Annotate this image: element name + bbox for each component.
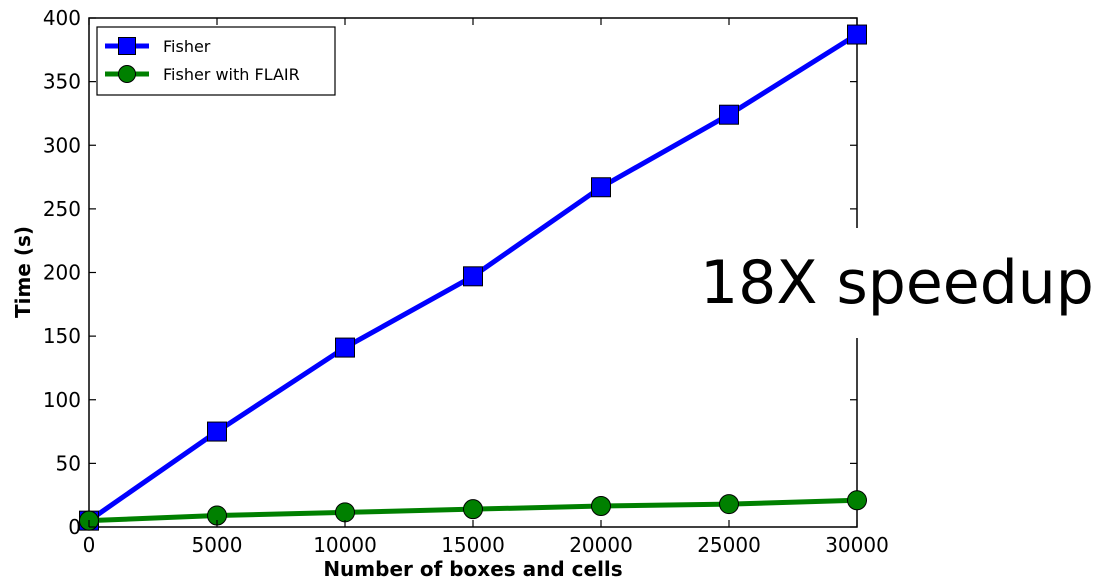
legend-marker	[118, 37, 136, 55]
legend-item: Fisher with FLAIR	[105, 65, 300, 84]
data-point	[847, 490, 867, 511]
x-tick-label: 0	[83, 533, 96, 557]
data-point	[463, 499, 483, 520]
data-point	[847, 24, 867, 45]
data-point	[335, 337, 355, 358]
legend-item: Fisher	[105, 37, 211, 56]
x-tick-label: 5000	[192, 533, 243, 557]
data-point	[463, 266, 483, 287]
y-tick-label: 250	[43, 197, 81, 221]
data-point	[719, 494, 739, 515]
y-tick-label: 50	[56, 451, 81, 475]
x-tick-label: 10000	[313, 533, 377, 557]
data-point	[591, 496, 611, 517]
x-axis-label: Number of boxes and cells	[323, 557, 622, 579]
x-tick-label: 30000	[825, 533, 889, 557]
legend-box	[96, 26, 336, 96]
legend-label: Fisher with FLAIR	[163, 65, 300, 84]
legend-label: Fisher	[163, 37, 211, 56]
speedup-callout: 18X speedup	[690, 228, 1094, 338]
data-point	[335, 502, 355, 523]
data-point	[207, 421, 227, 442]
legend-marker	[118, 65, 136, 83]
x-tick-label: 15000	[441, 533, 505, 557]
y-tick-label: 400	[43, 6, 81, 30]
data-point	[591, 177, 611, 198]
y-tick-label: 100	[43, 388, 81, 412]
x-tick-label: 25000	[697, 533, 761, 557]
series-fisher	[79, 24, 867, 531]
y-tick-label: 200	[43, 261, 81, 285]
y-tick-label: 350	[43, 70, 81, 94]
data-point	[719, 104, 739, 125]
tick-layer: 0 5000 10000 15000 20000 25000 30000 0 50 100 150 2…	[43, 6, 889, 557]
y-tick-label: 150	[43, 324, 81, 348]
x-tick-label: 20000	[569, 533, 633, 557]
y-axis-label: Time (s)	[11, 226, 35, 318]
legend: Fisher Fisher with FLAIR	[96, 26, 336, 96]
y-tick-label: 300	[43, 133, 81, 157]
y-tick-label: 0	[68, 515, 81, 539]
